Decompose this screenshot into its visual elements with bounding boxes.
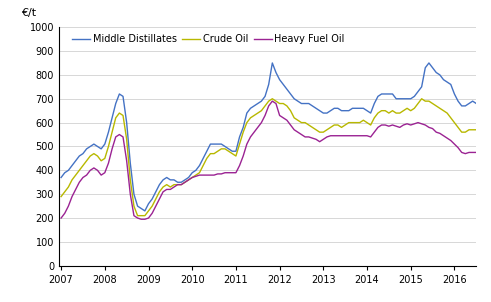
- Line: Middle Distillates: Middle Distillates: [61, 63, 491, 211]
- Legend: Middle Distillates, Crude Oil, Heavy Fuel Oil: Middle Distillates, Crude Oil, Heavy Fue…: [72, 34, 345, 44]
- Heavy Fuel Oil: [58, 216, 64, 220]
- Crude Oil: [204, 156, 210, 160]
- Heavy Fuel Oil: [295, 130, 301, 134]
- Middle Distillates: [204, 149, 210, 153]
- Line: Heavy Fuel Oil: Heavy Fuel Oil: [61, 101, 491, 222]
- Middle Distillates: [299, 102, 304, 105]
- Heavy Fuel Oil: [451, 142, 457, 146]
- Crude Oil: [401, 109, 407, 112]
- Heavy Fuel Oil: [200, 173, 206, 177]
- Middle Distillates: [276, 78, 282, 82]
- Middle Distillates: [142, 209, 148, 213]
- Middle Distillates: [455, 99, 461, 103]
- Middle Distillates: [270, 61, 275, 65]
- Heavy Fuel Oil: [270, 99, 275, 103]
- Middle Distillates: [58, 176, 64, 179]
- Crude Oil: [58, 195, 64, 198]
- Crude Oil: [135, 214, 140, 217]
- Heavy Fuel Oil: [273, 102, 279, 105]
- Text: €/t: €/t: [22, 8, 36, 18]
- Crude Oil: [455, 126, 461, 129]
- Crude Oil: [270, 97, 275, 101]
- Middle Distillates: [401, 97, 407, 101]
- Crude Oil: [299, 121, 304, 124]
- Heavy Fuel Oil: [397, 126, 403, 129]
- Line: Crude Oil: Crude Oil: [61, 99, 491, 216]
- Crude Oil: [276, 102, 282, 105]
